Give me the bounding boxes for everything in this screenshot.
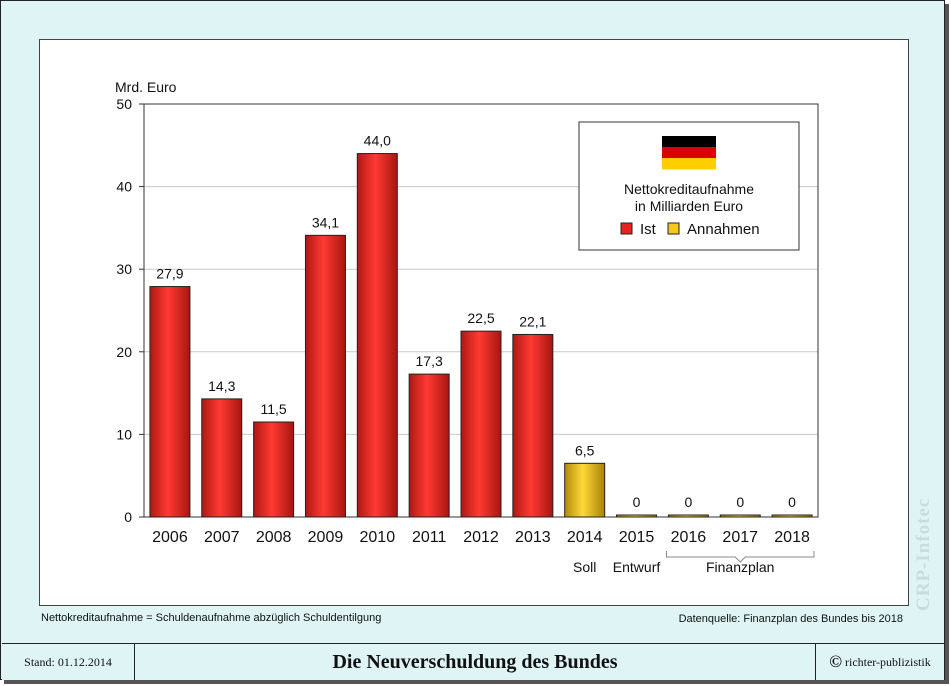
value-label-2009: 34,1: [312, 214, 339, 230]
value-label-2007: 14,3: [208, 378, 235, 394]
x-tick-label-2018: 2018: [774, 529, 810, 546]
bar-2014: [564, 462, 606, 518]
legend-swatch-annahmen: [667, 222, 680, 235]
x-tick-label-2009: 2009: [308, 529, 344, 546]
watermark-logo: CRP-Infotec: [913, 497, 934, 611]
bar-2013: [512, 333, 554, 518]
value-label-2008: 11,5: [261, 401, 287, 417]
copyright-icon: ©: [829, 652, 842, 671]
legend-items: Ist Annahmen: [620, 221, 760, 238]
bar-2016: [667, 514, 709, 518]
legend-swatch-ist: [620, 222, 633, 235]
bar-2015: [616, 514, 658, 518]
value-label-2006: 27,9: [156, 266, 183, 282]
y-tick-label: 10: [116, 426, 132, 442]
bar-2007: [201, 398, 243, 518]
x-tick-label-2012: 2012: [463, 529, 499, 546]
y-tick-label: 20: [116, 344, 132, 360]
y-tick-label: 0: [124, 509, 132, 525]
legend-title: Nettokreditaufnahme in Milliarden Euro: [624, 181, 754, 214]
flag-stripe: [662, 147, 716, 159]
value-labels: 27,9 14,3 11,5 34,1 44,0 17,3 22,5 22,1 6,5 0 0 0 0: [156, 133, 796, 510]
german-flag-icon: [662, 136, 716, 170]
x-tick-label-2006: 2006: [152, 529, 188, 546]
y-tick-label: 30: [116, 261, 132, 277]
x-tick-label-2016: 2016: [671, 529, 707, 546]
x-tick-label-2014: 2014: [567, 529, 603, 546]
x-tick-label-2013: 2013: [515, 529, 551, 546]
value-label-2016: 0: [684, 494, 692, 510]
bar-2018: [771, 514, 813, 518]
bar-chart: 27,9 14,3 11,5 34,1 44,0 17,3 22,5 22,1 6,5 0 0 0 0 …: [115, 79, 819, 575]
value-label-2011: 17,3: [416, 353, 443, 369]
y-axis-label: Mrd. Euro: [115, 79, 177, 95]
value-label-2015: 0: [633, 494, 641, 510]
axes: 0 10 20 30 40 50 2006 2007 2008 2009 2010 2011 2012 2…: [116, 96, 815, 575]
bars: [149, 153, 813, 518]
bar-2017: [719, 514, 761, 518]
bar-2010: [356, 153, 398, 518]
value-label-2010: 44,0: [364, 133, 391, 149]
legend-title-line: in Milliarden Euro: [635, 198, 743, 214]
x-tick-label-2010: 2010: [360, 529, 396, 546]
flag-stripe: [662, 136, 716, 148]
flag-stripe: [662, 158, 716, 170]
value-label-2018: 0: [788, 494, 796, 510]
finanzplan-bracket: [665, 551, 815, 563]
x-tick-label-2008: 2008: [256, 529, 292, 546]
legend-title-line: Nettokreditaufnahme: [624, 181, 754, 197]
copyright: © richter-publizistik: [816, 644, 944, 680]
bar-2006: [149, 286, 191, 518]
x-tick-label-2011: 2011: [412, 529, 447, 546]
y-tick-label: 40: [116, 179, 132, 195]
legend-label-ist: Ist: [640, 221, 657, 238]
x-tick-label-2007: 2007: [204, 529, 240, 546]
sub-label-soll: Soll: [573, 559, 596, 575]
bar-2008: [253, 421, 295, 518]
page-title: Die Neuverschuldung des Bundes: [135, 644, 816, 680]
bar-2012: [460, 330, 502, 518]
chart-panel: 27,9 14,3 11,5 34,1 44,0 17,3 22,5 22,1 6,5 0 0 0 0 …: [39, 39, 909, 606]
bar-2009: [304, 234, 346, 518]
value-label-2017: 0: [736, 494, 744, 510]
copyright-owner: richter-publizistik: [844, 655, 931, 669]
footer-bar: Stand: 01.12.2014 Die Neuverschuldung de…: [2, 643, 944, 680]
y-tick-label: 50: [116, 96, 132, 112]
x-tick-label-2017: 2017: [722, 529, 758, 546]
footnote-definition: Nettokreditaufnahme = Schuldenaufnahme a…: [41, 612, 382, 624]
x-tick-label-2015: 2015: [619, 529, 655, 546]
value-label-2012: 22,5: [467, 310, 494, 326]
legend-label-annahmen: Annahmen: [687, 221, 760, 238]
bar-2011: [408, 373, 450, 518]
value-label-2013: 22,1: [519, 313, 546, 329]
stand-date: Stand: 01.12.2014: [2, 644, 135, 680]
footnote-source: Datenquelle: Finanzplan des Bundes bis 2…: [678, 613, 903, 625]
legend: Nettokreditaufnahme in Milliarden Euro Is…: [578, 121, 800, 251]
value-label-2014: 6,5: [575, 442, 595, 458]
sub-label-entwurf: Entwurf: [613, 559, 661, 575]
sub-label-finanzplan: Finanzplan: [706, 559, 775, 575]
